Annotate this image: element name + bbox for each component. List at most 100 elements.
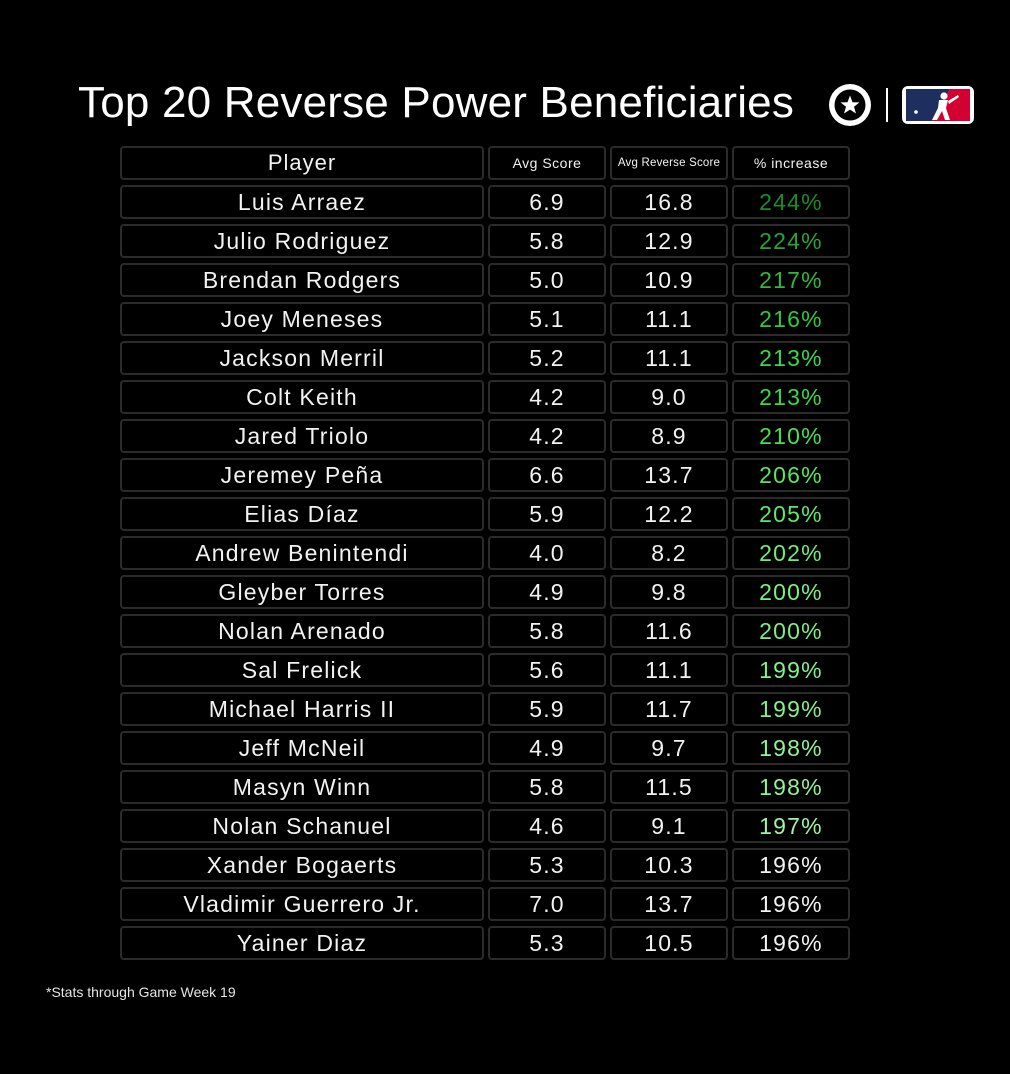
avg-score: 5.8 <box>488 614 606 648</box>
player-name: Vladimir Guerrero Jr. <box>120 887 484 921</box>
table-row: Gleyber Torres 4.9 9.8 200% <box>120 575 852 609</box>
table-row: Colt Keith 4.2 9.0 213% <box>120 380 852 414</box>
avg-reverse-score: 11.1 <box>610 653 728 687</box>
player-name: Elias Díaz <box>120 497 484 531</box>
avg-reverse-score: 12.2 <box>610 497 728 531</box>
avg-reverse-score: 11.1 <box>610 341 728 375</box>
avg-reverse-score: 10.9 <box>610 263 728 297</box>
percent-increase: 217% <box>732 263 850 297</box>
avg-reverse-score: 9.7 <box>610 731 728 765</box>
avg-score: 5.9 <box>488 692 606 726</box>
player-name: Jared Triolo <box>120 419 484 453</box>
avg-score: 4.2 <box>488 380 606 414</box>
table-row: Julio Rodriguez 5.8 12.9 224% <box>120 224 852 258</box>
table-row: Xander Bogaerts 5.3 10.3 196% <box>120 848 852 882</box>
table-row: Michael Harris II 5.9 11.7 199% <box>120 692 852 726</box>
table-row: Elias Díaz 5.9 12.2 205% <box>120 497 852 531</box>
avg-score: 5.0 <box>488 263 606 297</box>
percent-increase: 244% <box>732 185 850 219</box>
avg-score: 4.2 <box>488 419 606 453</box>
percent-increase: 199% <box>732 653 850 687</box>
avg-reverse-score: 11.7 <box>610 692 728 726</box>
percent-increase: 206% <box>732 458 850 492</box>
percent-increase: 202% <box>732 536 850 570</box>
avg-reverse-score: 13.7 <box>610 458 728 492</box>
avg-reverse-score: 16.8 <box>610 185 728 219</box>
player-name: Julio Rodriguez <box>120 224 484 258</box>
player-name: Michael Harris II <box>120 692 484 726</box>
logo-divider <box>886 88 888 122</box>
avg-score: 5.3 <box>488 926 606 960</box>
player-name: Jackson Merril <box>120 341 484 375</box>
footnote: *Stats through Game Week 19 <box>46 984 236 1000</box>
avg-reverse-score: 9.8 <box>610 575 728 609</box>
avg-score: 5.6 <box>488 653 606 687</box>
header-player: Player <box>120 146 484 180</box>
avg-score: 6.6 <box>488 458 606 492</box>
table-row: Jeremey Peña 6.6 13.7 206% <box>120 458 852 492</box>
percent-increase: 205% <box>732 497 850 531</box>
percent-increase: 198% <box>732 731 850 765</box>
avg-score: 6.9 <box>488 185 606 219</box>
table-row: Joey Meneses 5.1 11.1 216% <box>120 302 852 336</box>
avg-score: 5.2 <box>488 341 606 375</box>
mlb-logo-icon <box>902 86 974 124</box>
percent-increase: 210% <box>732 419 850 453</box>
avg-score: 5.8 <box>488 224 606 258</box>
player-name: Joey Meneses <box>120 302 484 336</box>
page-title: Top 20 Reverse Power Beneficiaries <box>78 78 795 127</box>
avg-score: 7.0 <box>488 887 606 921</box>
header-avg-score: Avg Score <box>488 146 606 180</box>
avg-reverse-score: 9.0 <box>610 380 728 414</box>
table-row: Nolan Arenado 5.8 11.6 200% <box>120 614 852 648</box>
percent-increase: 213% <box>732 380 850 414</box>
table-row: Jackson Merril 5.2 11.1 213% <box>120 341 852 375</box>
avg-score: 5.3 <box>488 848 606 882</box>
player-name: Jeremey Peña <box>120 458 484 492</box>
percent-increase: 196% <box>732 848 850 882</box>
player-name: Brendan Rodgers <box>120 263 484 297</box>
table-row: Sal Frelick 5.6 11.1 199% <box>120 653 852 687</box>
table-row: Yainer Diaz 5.3 10.5 196% <box>120 926 852 960</box>
player-name: Luis Arraez <box>120 185 484 219</box>
avg-score: 5.1 <box>488 302 606 336</box>
avg-reverse-score: 11.6 <box>610 614 728 648</box>
header-avg-reverse-score: Avg Reverse Score <box>610 146 728 180</box>
stats-table: Player Avg Score Avg Reverse Score % inc… <box>120 146 852 965</box>
table-row: Brendan Rodgers 5.0 10.9 217% <box>120 263 852 297</box>
percent-increase: 200% <box>732 575 850 609</box>
table-row: Vladimir Guerrero Jr. 7.0 13.7 196% <box>120 887 852 921</box>
player-name: Yainer Diaz <box>120 926 484 960</box>
avg-reverse-score: 8.2 <box>610 536 728 570</box>
avg-reverse-score: 11.5 <box>610 770 728 804</box>
percent-increase: 196% <box>732 926 850 960</box>
table-row: Andrew Benintendi 4.0 8.2 202% <box>120 536 852 570</box>
player-name: Jeff McNeil <box>120 731 484 765</box>
table-row: Jeff McNeil 4.9 9.7 198% <box>120 731 852 765</box>
player-name: Colt Keith <box>120 380 484 414</box>
table-row: Jared Triolo 4.2 8.9 210% <box>120 419 852 453</box>
avg-score: 4.6 <box>488 809 606 843</box>
avg-score: 4.9 <box>488 575 606 609</box>
player-name: Andrew Benintendi <box>120 536 484 570</box>
percent-increase: 196% <box>732 887 850 921</box>
avg-reverse-score: 10.5 <box>610 926 728 960</box>
avg-reverse-score: 12.9 <box>610 224 728 258</box>
avg-reverse-score: 8.9 <box>610 419 728 453</box>
percent-increase: 213% <box>732 341 850 375</box>
table-row: Masyn Winn 5.8 11.5 198% <box>120 770 852 804</box>
avg-score: 5.9 <box>488 497 606 531</box>
table-row: Nolan Schanuel 4.6 9.1 197% <box>120 809 852 843</box>
player-name: Gleyber Torres <box>120 575 484 609</box>
percent-increase: 198% <box>732 770 850 804</box>
player-name: Sal Frelick <box>120 653 484 687</box>
star-circle-logo-icon <box>829 84 871 126</box>
avg-reverse-score: 10.3 <box>610 848 728 882</box>
percent-increase: 199% <box>732 692 850 726</box>
percent-increase: 197% <box>732 809 850 843</box>
table-row: Luis Arraez 6.9 16.8 244% <box>120 185 852 219</box>
percent-increase: 200% <box>732 614 850 648</box>
avg-score: 5.8 <box>488 770 606 804</box>
percent-increase: 224% <box>732 224 850 258</box>
avg-score: 4.9 <box>488 731 606 765</box>
